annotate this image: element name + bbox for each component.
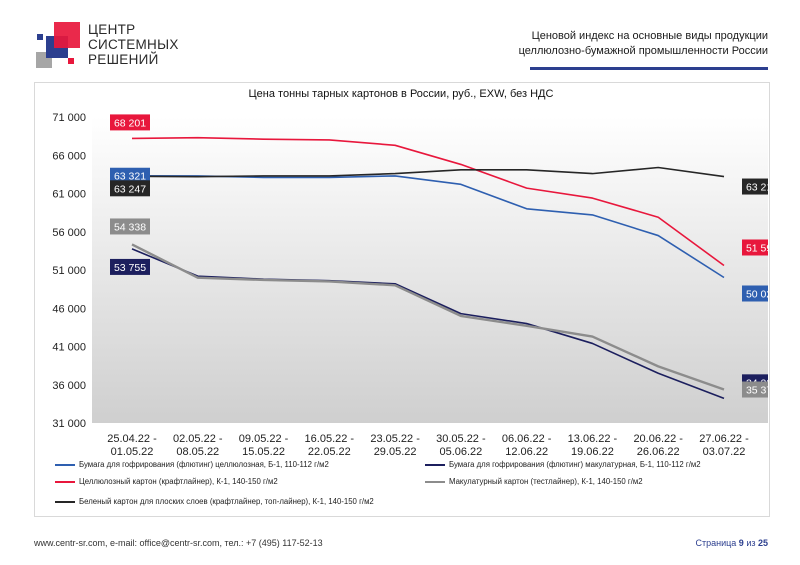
x-tick-label: 20.06.22 -26.06.22 bbox=[633, 433, 683, 458]
legend-item-0: Бумага для гофрирования (флютинг) целлюл… bbox=[55, 460, 329, 469]
x-tick-label: 30.05.22 -05.06.22 bbox=[436, 433, 486, 458]
legend-label: Макулатурный картон (тестлайнер), К-1, 1… bbox=[449, 477, 643, 486]
chart-title: Цена тонны тарных картонов в России, руб… bbox=[248, 88, 554, 100]
header-title: Ценовой индекс на основные виды продукци… bbox=[519, 29, 768, 59]
legend-item-2: Целлюлозный картон (крафтлайнер), К-1, 1… bbox=[55, 477, 278, 486]
logo-line-1: ЦЕНТР bbox=[88, 22, 136, 37]
x-tick-label: 06.06.22 -12.06.22 bbox=[502, 433, 552, 458]
line-chart: 31 000 36 000 41 000 46 000 51 000 56 000 61 0… bbox=[52, 112, 768, 458]
page-current: 9 bbox=[738, 538, 744, 548]
logo-text: ЦЕНТР СИСТЕМНЫХ РЕШЕНИЙ bbox=[88, 22, 179, 67]
data-label-end-2: 51 590 bbox=[746, 242, 768, 254]
logo-square-red bbox=[54, 22, 80, 48]
data-label-start-4-bg bbox=[110, 180, 150, 197]
data-label-start-1: 53 755 bbox=[114, 262, 146, 274]
legend-swatch bbox=[425, 480, 445, 483]
legend-swatch bbox=[55, 500, 75, 503]
legend-label: Бумага для гофрирования (флютинг) макула… bbox=[449, 460, 701, 469]
legend-label: Беленый картон для плоских слоев (крафтл… bbox=[79, 497, 374, 506]
data-label-start-3: 54 338 bbox=[114, 221, 146, 233]
legend-label: Целлюлозный картон (крафтлайнер), К-1, 1… bbox=[79, 477, 278, 486]
y-tick-label: 56 000 bbox=[52, 227, 86, 239]
header-divider bbox=[530, 67, 768, 70]
data-label-end-4-bg bbox=[742, 178, 768, 195]
x-tick-label: 16.05.22 -22.05.22 bbox=[305, 433, 355, 458]
x-tick-label: 13.06.22 -19.06.22 bbox=[568, 433, 618, 458]
legend-item-3: Макулатурный картон (тестлайнер), К-1, 1… bbox=[425, 477, 643, 486]
legend-label: Бумага для гофрирования (флютинг) целлюл… bbox=[79, 460, 329, 469]
x-tick-label: 23.05.22 -29.05.22 bbox=[370, 433, 420, 458]
series-line-3 bbox=[131, 243, 725, 391]
data-label-start-4: 63 247 bbox=[114, 183, 146, 195]
data-label-end-3: 35 377 bbox=[746, 385, 768, 397]
x-tick-label: 02.05.22 -08.05.22 bbox=[173, 433, 223, 458]
x-tick-label: 25.04.22 -01.05.22 bbox=[107, 433, 157, 458]
data-label-start-3-bg bbox=[110, 218, 150, 235]
page-word: Страница bbox=[695, 538, 737, 548]
y-tick-label: 71 000 bbox=[52, 112, 86, 124]
series-line-4 bbox=[131, 166, 725, 178]
chart-frame bbox=[34, 82, 770, 517]
data-label-start-2-bg bbox=[110, 114, 150, 131]
logo-square-small-navy bbox=[37, 34, 43, 40]
data-label-start-0-bg bbox=[110, 167, 150, 184]
logo bbox=[36, 22, 80, 68]
logo-square-small-red bbox=[68, 58, 74, 64]
series-line-2 bbox=[131, 136, 725, 267]
logo-line-3: РЕШЕНИЙ bbox=[88, 52, 159, 67]
y-tick-label: 46 000 bbox=[52, 303, 86, 315]
data-label-start-2: 68 201 bbox=[114, 117, 146, 129]
x-tick-label: 09.05.22 -15.05.22 bbox=[239, 433, 289, 458]
data-label-end-0: 50 020 bbox=[746, 288, 768, 300]
y-tick-label: 51 000 bbox=[52, 265, 86, 277]
data-label-start-0: 63 321 bbox=[114, 171, 146, 183]
y-tick-label: 66 000 bbox=[52, 150, 86, 162]
data-label-start-1-bg bbox=[110, 258, 150, 275]
y-tick-label: 31 000 bbox=[52, 418, 86, 430]
header-line-2: целлюлозно-бумажной промышленности Росси… bbox=[518, 45, 768, 57]
y-tick-label: 36 000 bbox=[52, 380, 86, 392]
legend-swatch bbox=[425, 463, 445, 466]
legend-swatch bbox=[55, 480, 75, 483]
y-tick-label: 41 000 bbox=[52, 342, 86, 354]
x-tick-label: 27.06.22 -03.07.22 bbox=[699, 433, 749, 458]
logo-line-2: СИСТЕМНЫХ bbox=[88, 37, 179, 52]
data-label-end-3-bg bbox=[742, 381, 768, 398]
data-label-end-4: 63 219 bbox=[746, 182, 768, 194]
legend-swatch bbox=[55, 463, 75, 466]
y-tick-label: 61 000 bbox=[52, 189, 86, 201]
footer-page-number: Страница 9 из 25 bbox=[695, 538, 768, 548]
data-label-end-2-bg bbox=[742, 239, 768, 256]
page-of: из bbox=[746, 538, 756, 548]
data-label-end-0-bg bbox=[742, 285, 768, 302]
legend-item-1: Бумага для гофрирования (флютинг) макула… bbox=[425, 460, 701, 469]
footer-contacts: www.centr-sr.com, e-mail: office@centr-s… bbox=[34, 538, 323, 548]
legend-item-4: Беленый картон для плоских слоев (крафтл… bbox=[55, 497, 374, 506]
page-total: 25 bbox=[757, 538, 768, 548]
header-line-1: Ценовой индекс на основные виды продукци… bbox=[531, 30, 768, 42]
